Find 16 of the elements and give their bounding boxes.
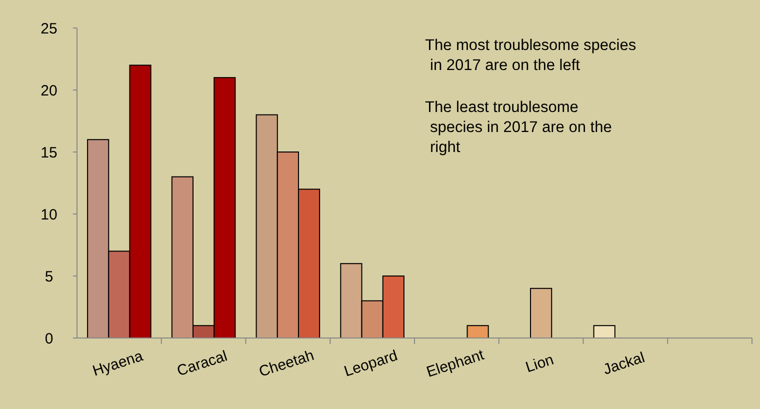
bar [593, 325, 616, 338]
y-tick-label: 20 [40, 82, 58, 100]
y-tick-label: 10 [40, 206, 58, 224]
x-tick-label: Lion [524, 351, 556, 376]
x-tick-label: Cheetah [256, 346, 316, 381]
bar [530, 288, 552, 338]
x-tick-label: Caracal [174, 348, 230, 380]
y-tick-label: 5 [44, 268, 54, 286]
x-tick-label: Jackal [601, 349, 647, 378]
x-tick-label: Hyaena [90, 347, 146, 380]
annotation: The least troublesome species in 2017 are on the right [425, 99, 612, 156]
annotation: The most troublesome species in 2017 are on the left [425, 37, 636, 74]
y-tick-label: 0 [44, 330, 54, 348]
bar [466, 325, 489, 338]
y-tick-label: 25 [40, 20, 58, 38]
y-tick-label: 15 [40, 144, 58, 162]
